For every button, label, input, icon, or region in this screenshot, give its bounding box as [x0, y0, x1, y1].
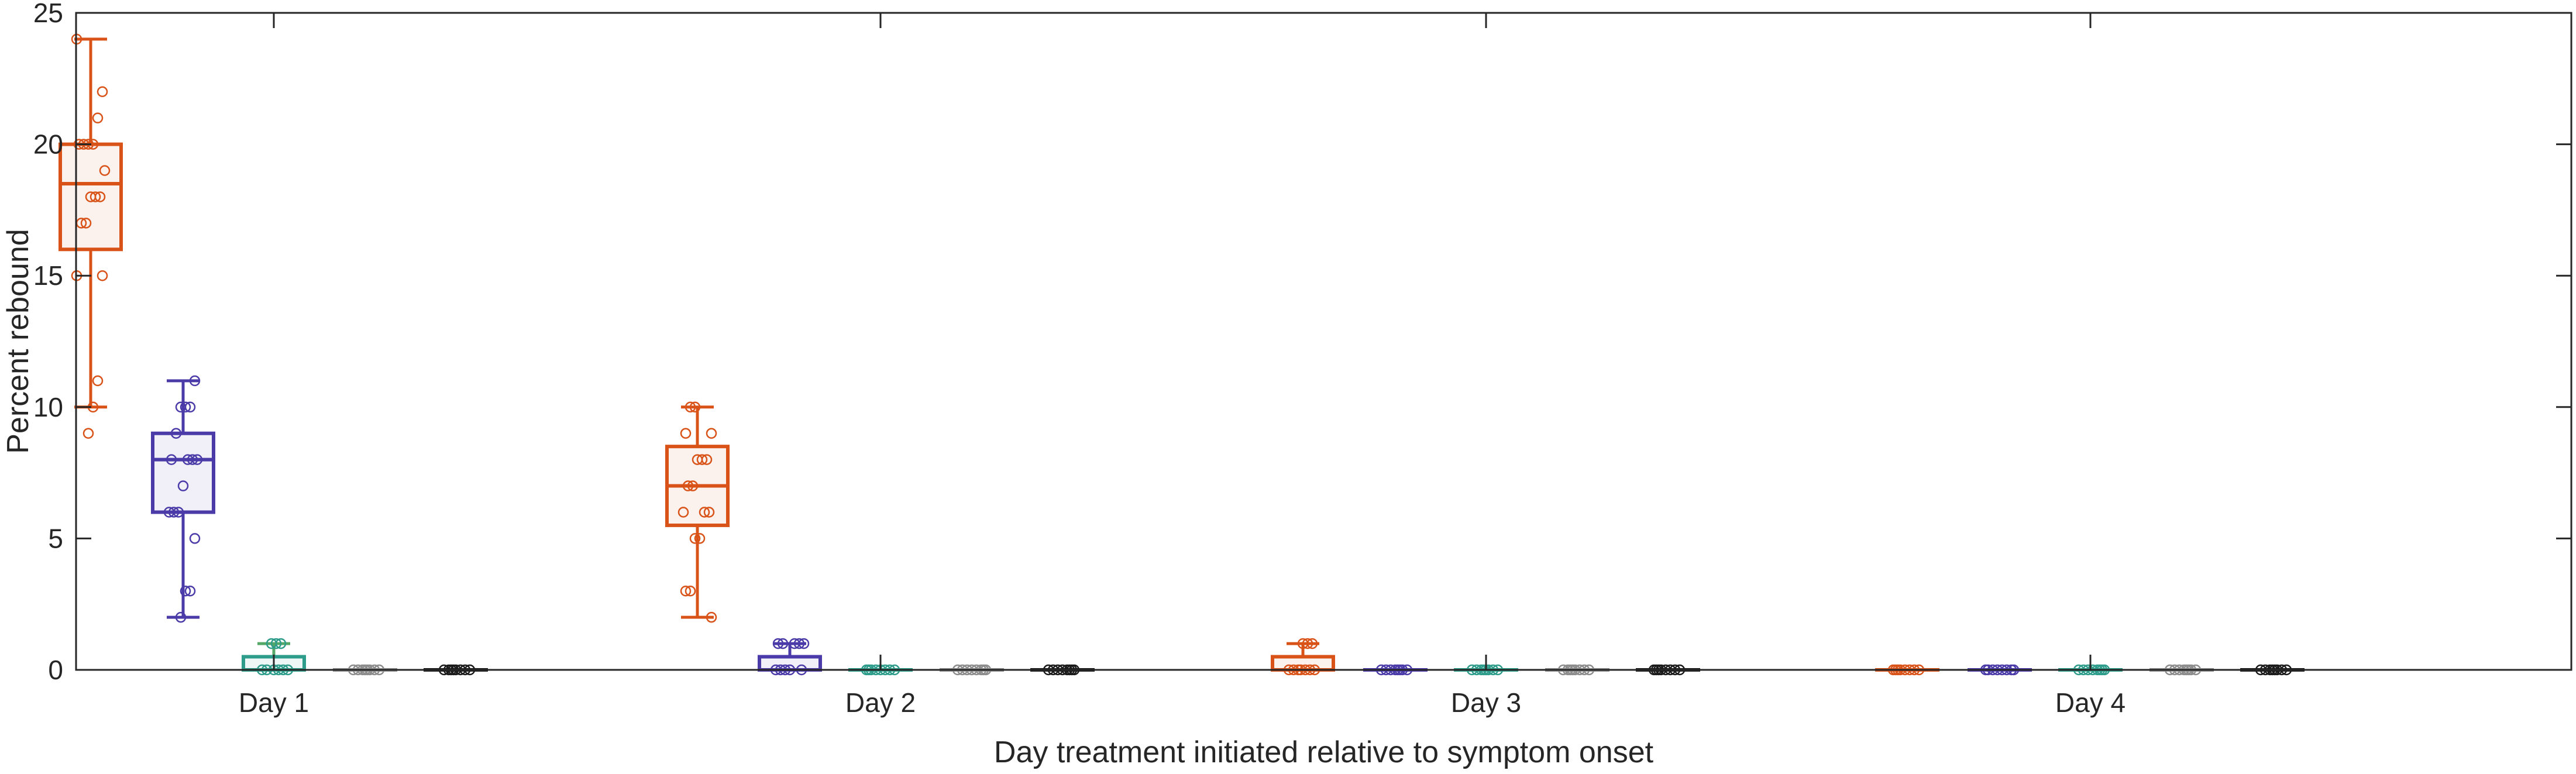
- data-point: [685, 585, 696, 597]
- data-point: [180, 401, 191, 413]
- data-point: [793, 638, 805, 649]
- box-1-day-2: [665, 401, 730, 623]
- data-point: [97, 86, 108, 98]
- data-point: [177, 480, 189, 491]
- data-point: [168, 507, 180, 518]
- data-point: [685, 401, 696, 413]
- data-point: [266, 638, 277, 649]
- data-point: [680, 585, 692, 597]
- data-point: [85, 191, 97, 202]
- data-point: [696, 454, 708, 465]
- y-tick-label: 0: [48, 655, 63, 685]
- y-tick-label: 20: [33, 129, 63, 160]
- data-point: [270, 638, 282, 649]
- data-point: [677, 507, 689, 518]
- iqr-box: [151, 431, 215, 514]
- data-point: [1297, 638, 1309, 649]
- data-point: [82, 428, 94, 439]
- data-point: [689, 401, 701, 413]
- data-point: [706, 611, 717, 623]
- y-tick-label: 25: [33, 0, 63, 28]
- data-point: [180, 585, 191, 597]
- y-tick-label: 15: [33, 260, 63, 291]
- data-point: [692, 454, 703, 465]
- axis-ticks: 0 5 10 15 20 25 Day 1 Day 2 Day 3 Day 4: [33, 0, 2571, 718]
- data-point: [689, 533, 701, 544]
- x-tick-label: Day 1: [239, 687, 309, 718]
- data-point: [699, 507, 710, 518]
- data-point: [777, 638, 789, 649]
- data-point: [187, 454, 198, 465]
- data-point: [189, 533, 201, 544]
- box-1-day-1: [59, 33, 123, 439]
- data-point: [92, 112, 104, 123]
- data-point: [90, 191, 101, 202]
- data-point: [99, 165, 111, 176]
- data-point: [175, 611, 187, 623]
- data-point: [789, 638, 800, 649]
- data-point: [92, 375, 104, 387]
- data-point: [706, 428, 717, 439]
- data-point: [682, 480, 694, 491]
- y-tick-label: 5: [48, 523, 63, 553]
- data-point: [97, 270, 108, 281]
- x-axis-label: Day treatment initiated relative to symp…: [994, 735, 1654, 769]
- box-2-day-2: [758, 638, 822, 676]
- data-point: [772, 638, 784, 649]
- plot-area: [59, 33, 2305, 676]
- data-point: [680, 428, 692, 439]
- data-point: [703, 507, 715, 518]
- data-point: [170, 428, 182, 439]
- axes-box: [75, 12, 2572, 671]
- data-point: [189, 375, 201, 387]
- data-point: [80, 218, 92, 229]
- data-point: [175, 401, 187, 413]
- data-point: [687, 480, 699, 491]
- y-axis-label: Percent rebound: [1, 229, 35, 454]
- data-point: [182, 454, 194, 465]
- data-point: [163, 507, 175, 518]
- box-2-day-1: [151, 375, 215, 623]
- data-point: [694, 533, 706, 544]
- x-tick-label: Day 2: [845, 687, 916, 718]
- y-tick-label: 10: [33, 392, 63, 422]
- data-point: [184, 585, 196, 597]
- x-tick-label: Day 3: [1451, 687, 1521, 718]
- x-tick-label: Day 4: [2055, 687, 2126, 718]
- data-point: [166, 454, 177, 465]
- data-point: [1302, 638, 1313, 649]
